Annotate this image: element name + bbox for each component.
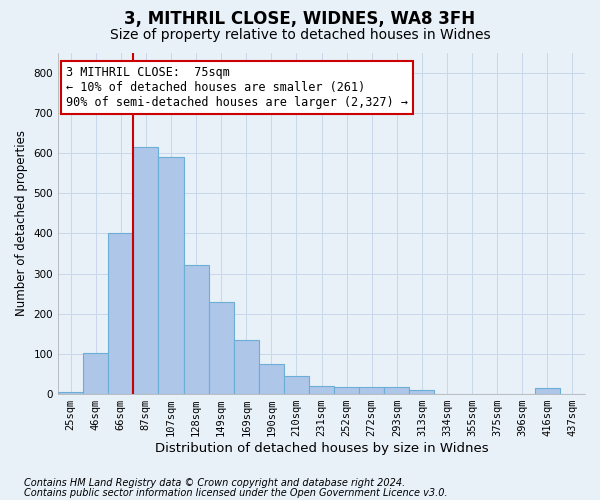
- Bar: [284, 376, 309, 394]
- Text: 3, MITHRIL CLOSE, WIDNES, WA8 3FH: 3, MITHRIL CLOSE, WIDNES, WA8 3FH: [124, 10, 476, 28]
- Bar: [359, 387, 384, 394]
- Bar: [108, 234, 133, 394]
- Bar: [259, 364, 284, 394]
- Bar: [309, 386, 334, 394]
- Bar: [535, 388, 560, 394]
- Bar: [233, 340, 259, 394]
- Bar: [158, 157, 184, 394]
- Bar: [133, 147, 158, 394]
- Text: Contains public sector information licensed under the Open Government Licence v3: Contains public sector information licen…: [24, 488, 448, 498]
- Bar: [209, 302, 233, 394]
- Bar: [334, 388, 359, 394]
- Bar: [184, 266, 209, 394]
- Text: Contains HM Land Registry data © Crown copyright and database right 2024.: Contains HM Land Registry data © Crown c…: [24, 478, 405, 488]
- Bar: [83, 352, 108, 394]
- Bar: [58, 392, 83, 394]
- X-axis label: Distribution of detached houses by size in Widnes: Distribution of detached houses by size …: [155, 442, 488, 455]
- Y-axis label: Number of detached properties: Number of detached properties: [15, 130, 28, 316]
- Bar: [384, 387, 409, 394]
- Bar: [409, 390, 434, 394]
- Text: Size of property relative to detached houses in Widnes: Size of property relative to detached ho…: [110, 28, 490, 42]
- Text: 3 MITHRIL CLOSE:  75sqm
← 10% of detached houses are smaller (261)
90% of semi-d: 3 MITHRIL CLOSE: 75sqm ← 10% of detached…: [66, 66, 408, 109]
